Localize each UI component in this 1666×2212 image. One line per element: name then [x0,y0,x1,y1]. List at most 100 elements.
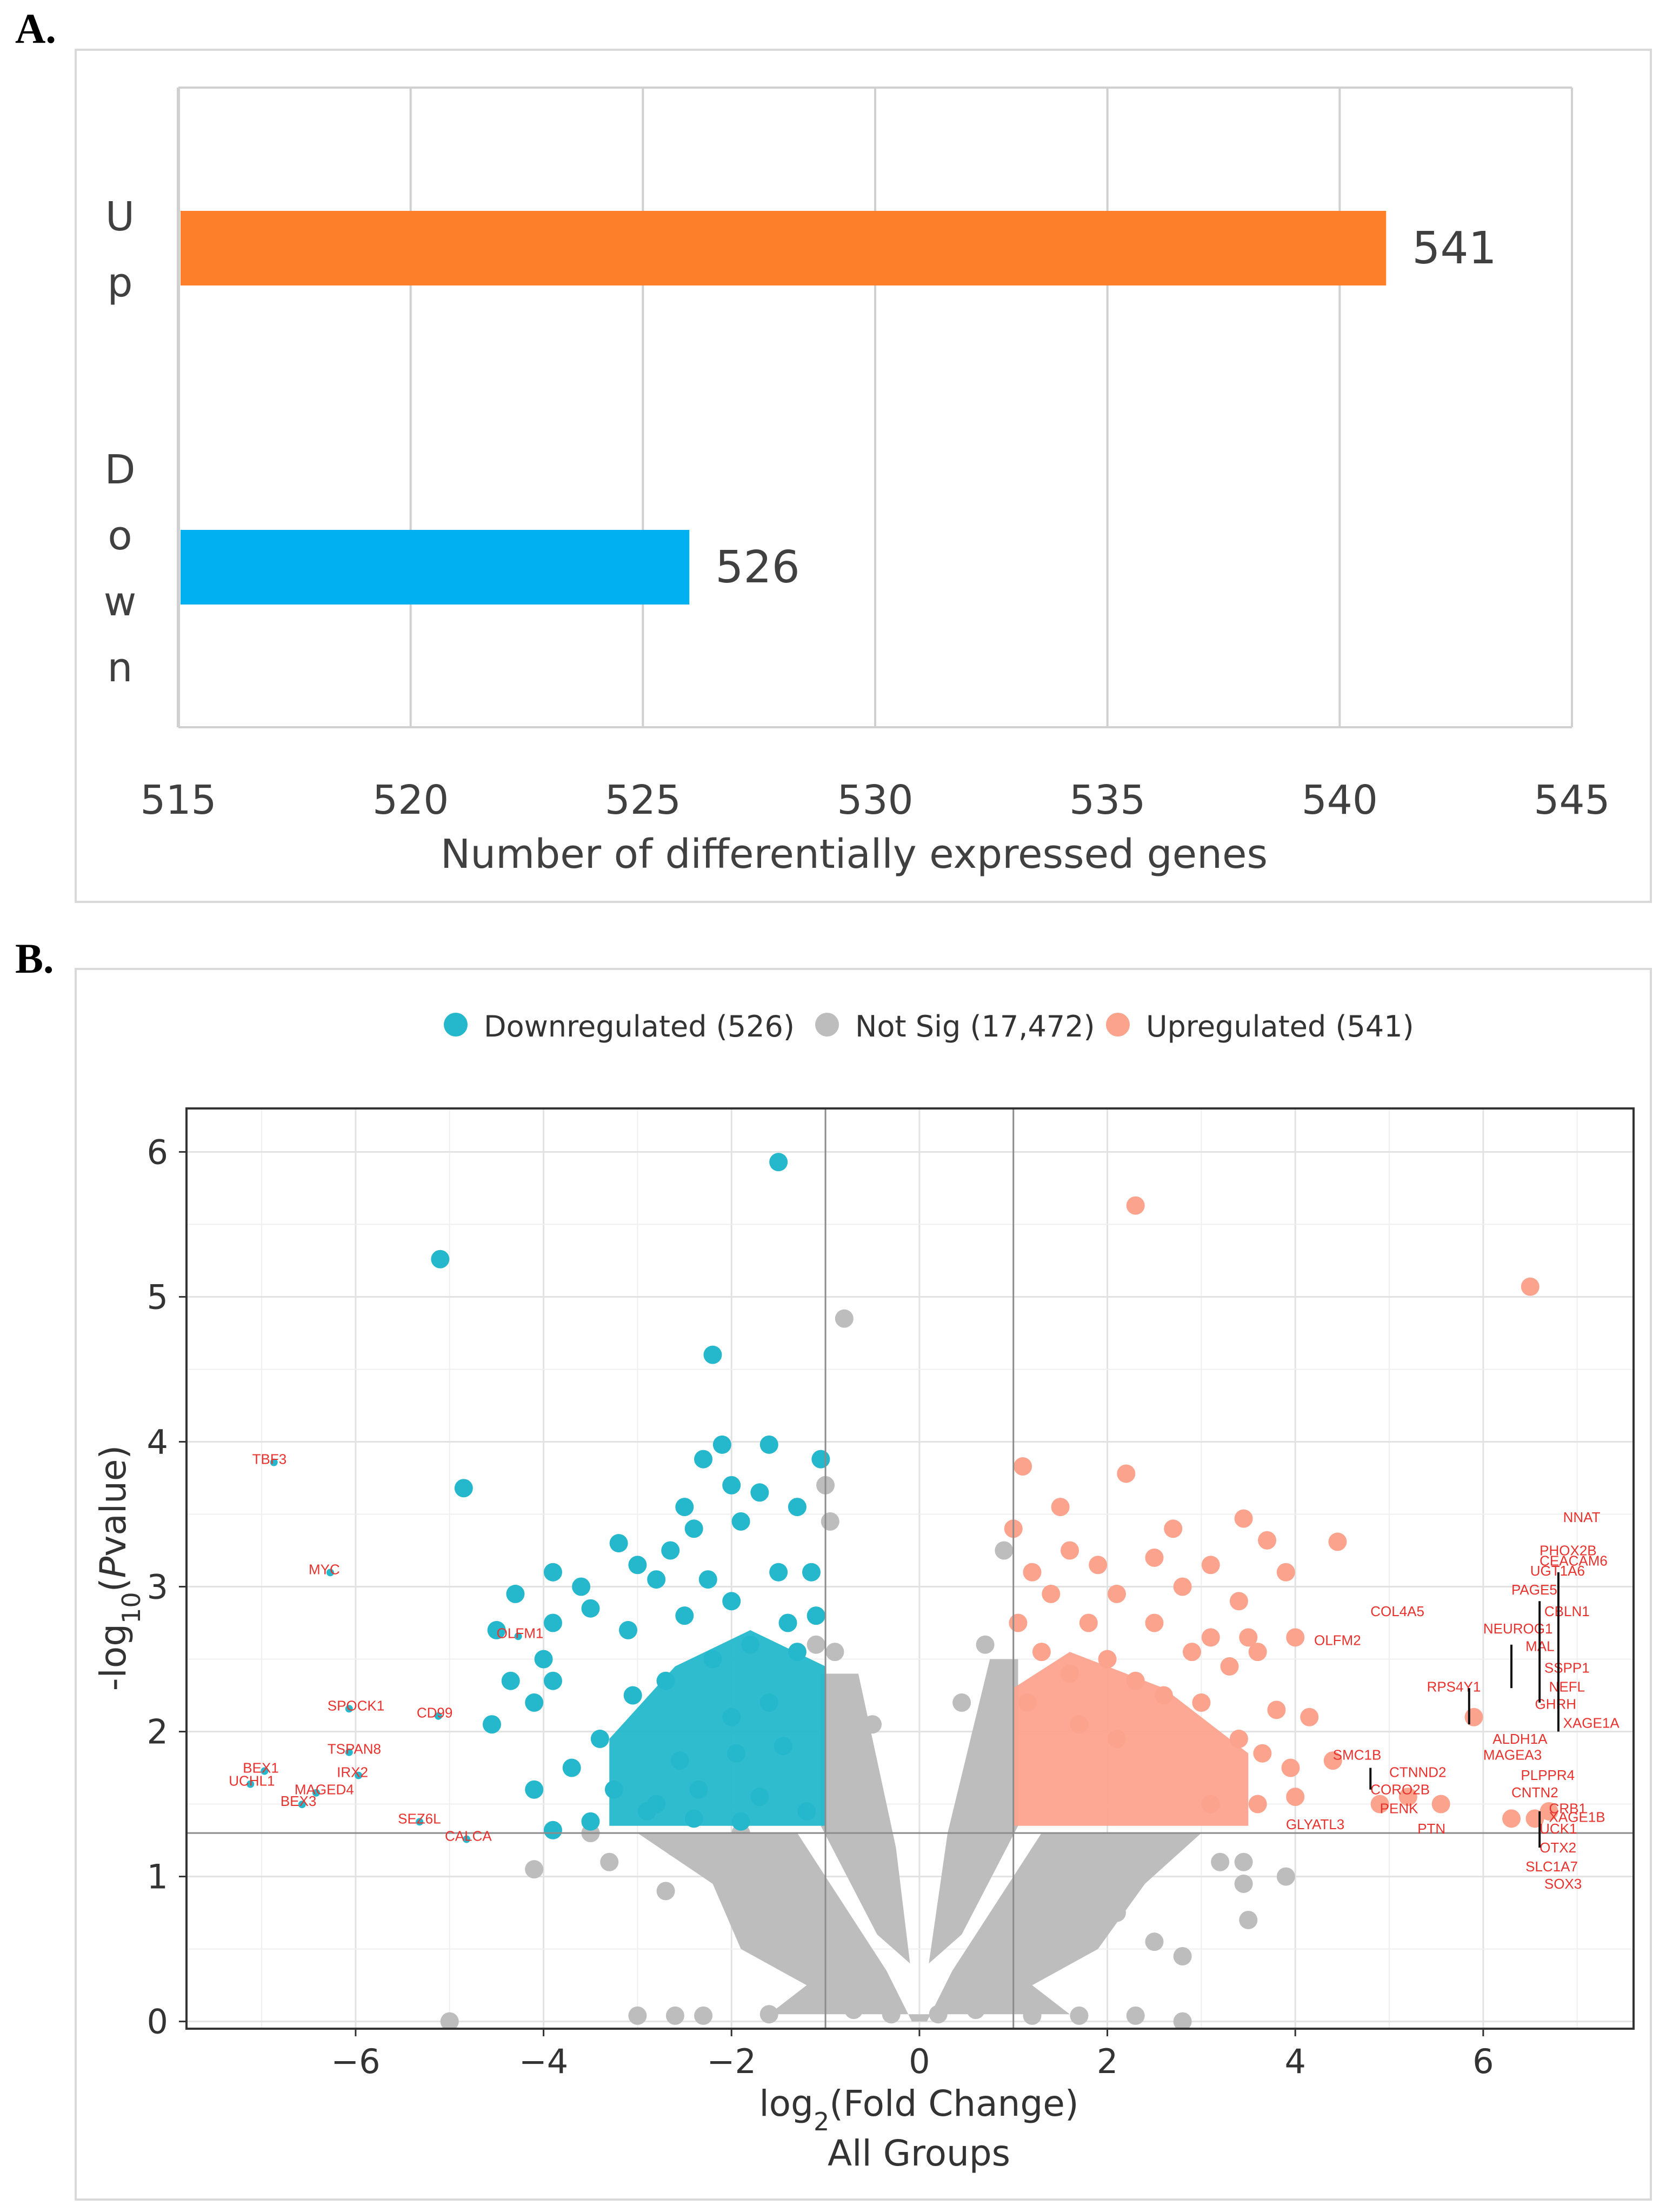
gene-point-bex1 [261,1767,269,1775]
gene-label-myc: MYC [309,1561,340,1577]
downregulated-point [543,1671,562,1690]
downregulated-point [661,1541,680,1560]
x-tick-label: 515 [140,777,216,823]
x-tick-label: 540 [1302,777,1378,823]
not-significant-point [440,2012,459,2029]
y-tick-label: 5 [147,1277,168,1317]
downregulated-point [722,1708,741,1726]
gene-label-maged4: MAGED4 [295,1782,354,1798]
downregulated-point [712,1435,731,1454]
y-axis-title-rest: value) [92,1445,134,1557]
upregulated-point [1201,1795,1220,1814]
legend-marker-downregulated [444,1013,468,1037]
upregulated-point [1164,1519,1183,1538]
not-significant-point [825,1643,844,1662]
upregulated-point [1248,1795,1267,1814]
not-significant-cloud [637,1833,1202,2022]
gene-label-nefl: NEFL [1549,1678,1585,1695]
downregulated-point [675,1498,694,1517]
upregulated-point [1229,1729,1248,1748]
upregulated-cluster [1013,1652,1249,1826]
data-label-up: 541 [1412,223,1497,274]
upregulated-point [1234,1509,1253,1528]
upregulated-point [1258,1531,1277,1550]
gene-point-cd99 [434,1712,442,1720]
downregulated-point [454,1479,473,1498]
y-tick-label: 3 [147,1567,168,1607]
gene-label-nnat: NNAT [1563,1509,1601,1525]
x-tick-label: 4 [1284,2042,1305,2081]
downregulated-point [609,1534,628,1553]
upregulated-point [1201,1556,1220,1575]
upregulated-point [1126,1196,1145,1215]
upregulated-point [1014,1457,1032,1476]
upregulated-point [1154,1686,1173,1705]
not-significant-point [1276,1867,1295,1886]
not-significant-point [882,2005,901,2024]
not-significant-point [656,1882,675,1901]
x-axis-title: Number of differentially expressed genes [441,831,1268,878]
downregulated-point [703,1650,722,1669]
y-tick-label: 2 [147,1712,168,1752]
x-axis-title-rest: (Fold Change) [829,2083,1078,2124]
downregulated-point [482,1715,501,1734]
category-label-up: p [108,260,133,306]
upregulated-point [1117,1464,1136,1483]
upregulated-point [1281,1758,1300,1777]
gene-label-olfm1: OLFM1 [497,1625,544,1641]
panel-label-a: A. [15,5,56,52]
gene-label-calca: CALCA [445,1828,492,1844]
upregulated-point [1267,1700,1286,1719]
x-tick-label: −6 [331,2042,380,2081]
not-significant-point [985,1729,1004,1748]
downregulated-point [581,1812,600,1831]
not-significant-point [1234,1874,1253,1893]
gene-label-crb1: CRB1 [1549,1801,1587,1817]
x-tick-label: 520 [372,777,449,823]
legend-label-not: Not Sig (17,472) [855,1009,1095,1044]
upregulated-point [1464,1708,1483,1726]
upregulated-point [1145,1548,1164,1567]
gene-label-aldh1a: ALDH1A [1492,1731,1548,1747]
downregulated-point [604,1780,623,1799]
gene-label-tbf3: TBF3 [252,1451,287,1467]
downregulated-point [647,1570,666,1589]
not-significant-point [967,2001,985,2020]
downregulated-point [694,1450,713,1469]
not-significant-point [1145,1932,1164,1951]
not-significant-point [995,1541,1014,1560]
upregulated-point [1229,1592,1248,1611]
y-axis-title-italic: P [92,1557,134,1578]
y-axis-title: -log10(Pvalue) [92,1445,146,1691]
not-significant-point [929,2005,948,2024]
upregulated-point [1323,1751,1342,1770]
downregulated-point [675,1606,694,1625]
not-significant-point [1126,1867,1145,1886]
not-significant-point [1023,2006,1042,2025]
not-significant-point [1234,1852,1253,1871]
downregulated-point [769,1563,788,1582]
not-significant-point [1051,1882,1070,1901]
gene-point-olfm1 [514,1632,522,1640]
grid-group [186,1108,1634,2029]
downregulated-point [788,1498,807,1517]
gene-label-plppr4: PLPPR4 [1521,1767,1575,1783]
gene-point-irx2 [355,1771,363,1779]
gene-point-uchl1 [246,1780,255,1788]
gene-label-spock1: SPOCK1 [328,1697,385,1713]
not-significant-point [797,1860,816,1879]
bar-down [181,530,690,605]
not-significant-point [1173,2012,1192,2029]
gene-label-penk: PENK [1380,1801,1418,1817]
x-tick-label: 525 [605,777,681,823]
upregulated-point [1089,1556,1108,1575]
upregulated-point [1107,1584,1126,1603]
gene-label-neurog1: NEUROG1 [1483,1620,1553,1637]
gene-label-glyatl3: GLYATL3 [1286,1816,1344,1832]
not-significant-point [1070,2006,1089,2025]
not-significant-point [665,2006,684,2025]
gene-label-cd99: CD99 [417,1705,452,1721]
downregulated-point [431,1250,450,1268]
not-significant-point [1126,2006,1145,2025]
upregulated-point [1107,1729,1126,1748]
